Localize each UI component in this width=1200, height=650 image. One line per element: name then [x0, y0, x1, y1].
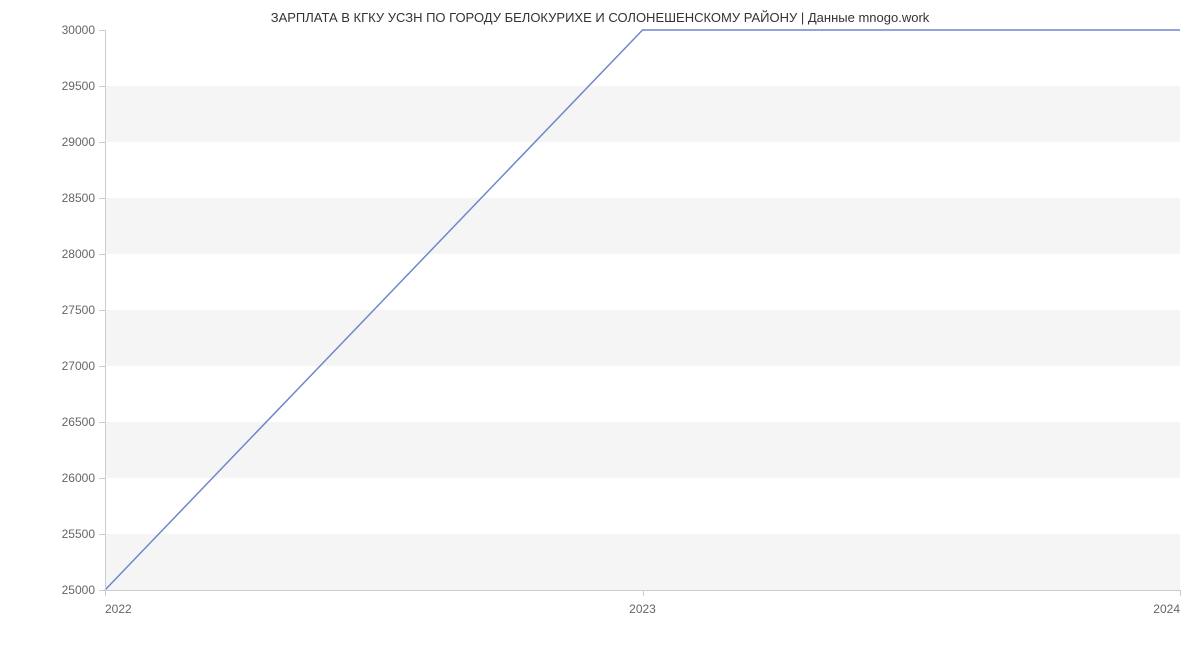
line-series-svg [105, 30, 1180, 590]
series-salary [105, 30, 1180, 590]
y-tick-label: 28500 [35, 191, 95, 205]
y-tick-label: 25500 [35, 527, 95, 541]
x-tick-mark [1180, 590, 1181, 596]
y-tick-label: 27000 [35, 359, 95, 373]
x-axis-line [105, 590, 1180, 591]
y-tick-label: 26000 [35, 471, 95, 485]
chart-container: ЗАРПЛАТА В КГКУ УСЗН ПО ГОРОДУ БЕЛОКУРИХ… [0, 0, 1200, 650]
x-tick-label: 2024 [1153, 596, 1180, 616]
y-tick-label: 28000 [35, 247, 95, 261]
y-tick-label: 29000 [35, 135, 95, 149]
y-axis-line [105, 30, 106, 590]
y-tick-label: 30000 [35, 23, 95, 37]
x-tick-label: 2023 [629, 596, 656, 616]
y-tick-label: 27500 [35, 303, 95, 317]
y-tick-label: 25000 [35, 583, 95, 597]
y-tick-label: 29500 [35, 79, 95, 93]
x-tick-label: 2022 [105, 596, 132, 616]
plot-area [105, 30, 1180, 590]
chart-title: ЗАРПЛАТА В КГКУ УСЗН ПО ГОРОДУ БЕЛОКУРИХ… [0, 10, 1200, 25]
y-tick-label: 26500 [35, 415, 95, 429]
